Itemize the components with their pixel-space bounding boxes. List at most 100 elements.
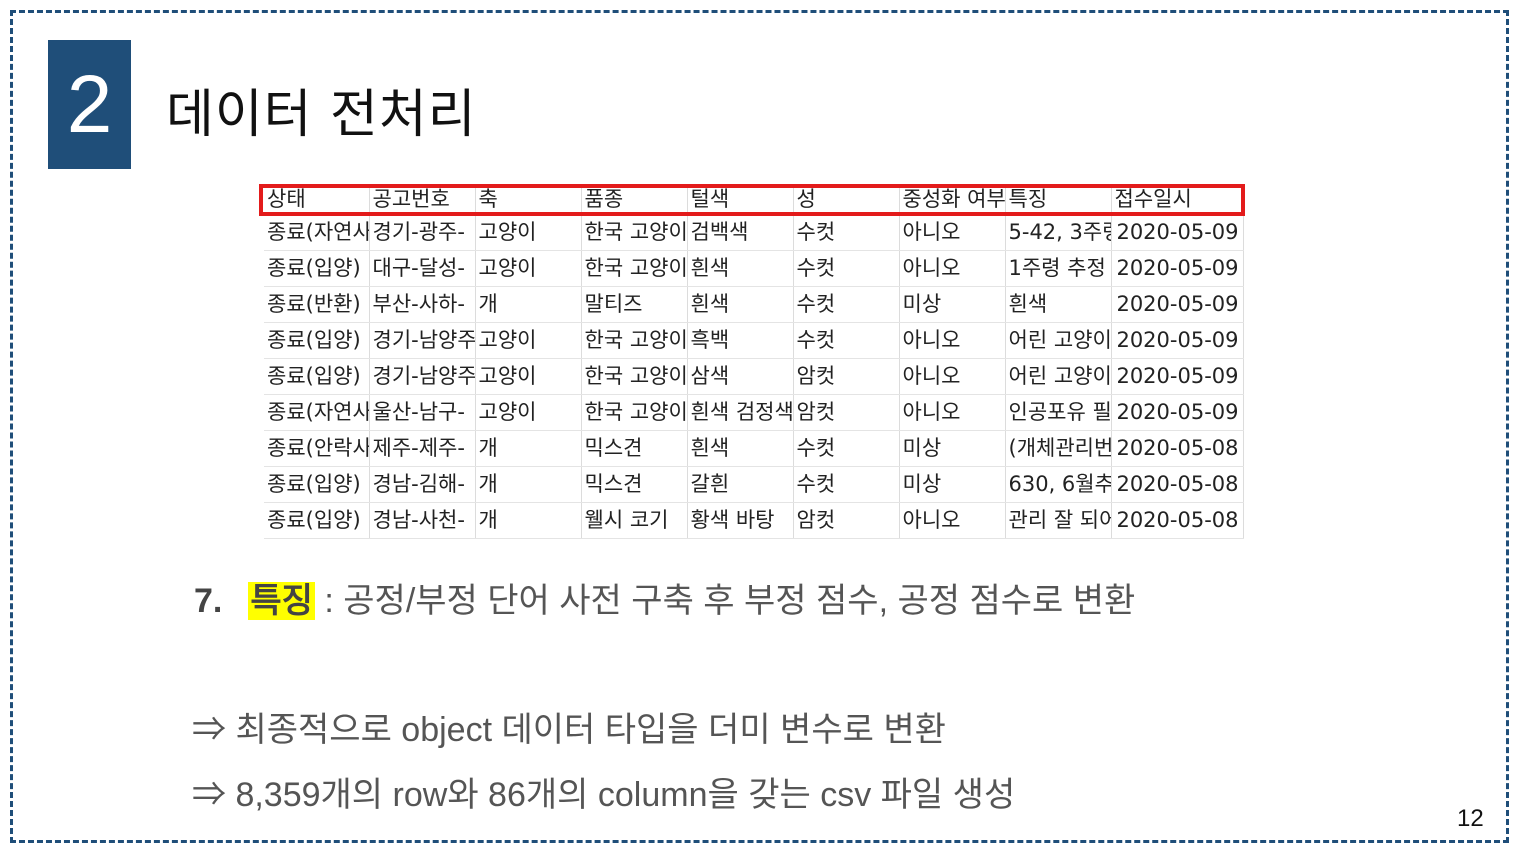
table-cell: 인공포유 필요 [1005, 394, 1112, 431]
table-cell: 고양이 [475, 358, 582, 395]
table-cell: 흰색 검정색 [687, 394, 794, 431]
table-cell: 종료(입양) [264, 502, 370, 539]
table-cell: 아니오 [899, 502, 1006, 539]
table-cell: 어린 고양이 [1005, 322, 1112, 359]
table-cell: 갈흰 [687, 466, 794, 503]
data-table: 상태 공고번호 축 품종 털색 성 중성화 여부 특징 접수일시 종료(자연사) 경기-광주- 고양이… [264, 184, 1244, 539]
table-cell: 수컷 [793, 322, 900, 359]
table-cell: 아니오 [899, 394, 1006, 431]
table-cell: 2020-05-09 [1111, 286, 1244, 323]
table-cell: 종료(입양) [264, 322, 370, 359]
table-cell: 경기-광주- [369, 214, 476, 251]
table-cell: 종료(입양) [264, 250, 370, 287]
table-cell: 흰색 [687, 430, 794, 467]
table-header-cell: 상태 [264, 184, 370, 215]
table-cell: 수컷 [793, 214, 900, 251]
table-cell: 대구-달성- [369, 250, 476, 287]
table-cell: 종료(반환) [264, 286, 370, 323]
table-cell: 어린 고양이 [1005, 358, 1112, 395]
table-cell: 경기-남양주 [369, 322, 476, 359]
slide-frame [10, 10, 1509, 843]
table-row: 종료(입양) 대구-달성- 고양이 한국 고양이 흰색 수컷 아니오 1주령 추정 2020-0… [264, 250, 1244, 287]
slide-title: 데이터 전처리 [166, 85, 477, 145]
table-cell: 황색 바탕 [687, 502, 794, 539]
table-cell: 경기-남양주 [369, 358, 476, 395]
table-cell: 종료(입양) [264, 466, 370, 503]
point-number: 7. [194, 582, 223, 620]
page-number: 12 [1457, 805, 1484, 832]
table-cell: 종료(자연사) [264, 394, 370, 431]
header-highlight-box [259, 184, 1245, 216]
table-cell: 개 [475, 466, 582, 503]
table-header-cell: 성 [793, 184, 900, 215]
table-cell: 암컷 [793, 502, 900, 539]
table-cell: 미상 [899, 430, 1006, 467]
table-cell: 개 [475, 502, 582, 539]
table-cell: (개체관리번호 [1005, 430, 1112, 467]
conclusion-2: ⇒ 8,359개의 row와 86개의 column을 갖는 csv 파일 생성 [192, 776, 1016, 814]
table-cell: 부산-사하- [369, 286, 476, 323]
table-cell: 흰색 [1005, 286, 1112, 323]
table-cell: 제주-제주- [369, 430, 476, 467]
table-cell: 아니오 [899, 214, 1006, 251]
table-cell: 아니오 [899, 358, 1006, 395]
table-cell: 개 [475, 286, 582, 323]
table-header-cell: 중성화 여부 [899, 184, 1006, 215]
table-cell: 1주령 추정 [1005, 250, 1112, 287]
conclusion-1: ⇒ 최종적으로 object 데이터 타입을 더미 변수로 변환 [192, 711, 946, 749]
point-7: 7. 특징 : 공정/부정 단어 사전 구축 후 부정 점수, 공정 점수로 변환 [194, 573, 1135, 622]
table-cell: 말티즈 [581, 286, 688, 323]
table-cell: 2020-05-09 [1111, 322, 1244, 359]
table-cell: 고양이 [475, 250, 582, 287]
table-cell: 종료(자연사) [264, 214, 370, 251]
table-cell: 경남-김해- [369, 466, 476, 503]
table-row: 종료(입양) 경남-사천- 개 웰시 코기 황색 바탕 암컷 아니오 관리 잘 되어 2020-… [264, 502, 1244, 539]
table-cell: 고양이 [475, 322, 582, 359]
table-cell: 630, 6월추정 [1005, 466, 1112, 503]
table-cell: 2020-05-09 [1111, 394, 1244, 431]
table-header-cell: 축 [475, 184, 582, 215]
table-cell: 경남-사천- [369, 502, 476, 539]
table-cell: 고양이 [475, 394, 582, 431]
table-cell: 2020-05-08 [1111, 502, 1244, 539]
table-cell: 흰색 [687, 286, 794, 323]
table-cell: 암컷 [793, 394, 900, 431]
table-cell: 암컷 [793, 358, 900, 395]
point-text: : 공정/부정 단어 사전 구축 후 부정 점수, 공정 점수로 변환 [314, 582, 1136, 620]
table-cell: 2020-05-08 [1111, 430, 1244, 467]
table-cell: 수컷 [793, 466, 900, 503]
table-row: 종료(입양) 경기-남양주 고양이 한국 고양이 삼색 암컷 아니오 어린 고양이 2020-0… [264, 358, 1244, 395]
table-cell: 흰색 [687, 250, 794, 287]
table-cell: 한국 고양이 [581, 358, 688, 395]
table-cell: 2020-05-09 [1111, 214, 1244, 251]
table-cell: 개 [475, 430, 582, 467]
table-cell: 미상 [899, 466, 1006, 503]
table-cell: 종료(안락사) [264, 430, 370, 467]
table-cell: 한국 고양이 [581, 214, 688, 251]
point-keyword: 특징 [248, 582, 315, 620]
table-cell: 고양이 [475, 214, 582, 251]
table-header-cell: 공고번호 [369, 184, 476, 215]
table-header-cell: 품종 [581, 184, 688, 215]
section-number-badge: 2 [48, 40, 131, 169]
table-header-cell: 접수일시 [1111, 184, 1244, 215]
table-header-row: 상태 공고번호 축 품종 털색 성 중성화 여부 특징 접수일시 [264, 184, 1244, 215]
table-cell: 아니오 [899, 322, 1006, 359]
table-cell: 2020-05-08 [1111, 466, 1244, 503]
table-cell: 관리 잘 되어 [1005, 502, 1112, 539]
table-cell: 흑백 [687, 322, 794, 359]
table-cell: 한국 고양이 [581, 322, 688, 359]
table-cell: 울산-남구- [369, 394, 476, 431]
table-row: 종료(반환) 부산-사하- 개 말티즈 흰색 수컷 미상 흰색 2020-05-09 [264, 286, 1244, 323]
table-cell: 삼색 [687, 358, 794, 395]
table-cell: 믹스견 [581, 466, 688, 503]
table-cell: 한국 고양이 [581, 250, 688, 287]
table-cell: 수컷 [793, 286, 900, 323]
table-cell: 2020-05-09 [1111, 358, 1244, 395]
table-cell: 믹스견 [581, 430, 688, 467]
table-cell: 5-42, 3주령 [1005, 214, 1112, 251]
table-row: 종료(입양) 경기-남양주 고양이 한국 고양이 흑백 수컷 아니오 어린 고양이 2020-0… [264, 322, 1244, 359]
